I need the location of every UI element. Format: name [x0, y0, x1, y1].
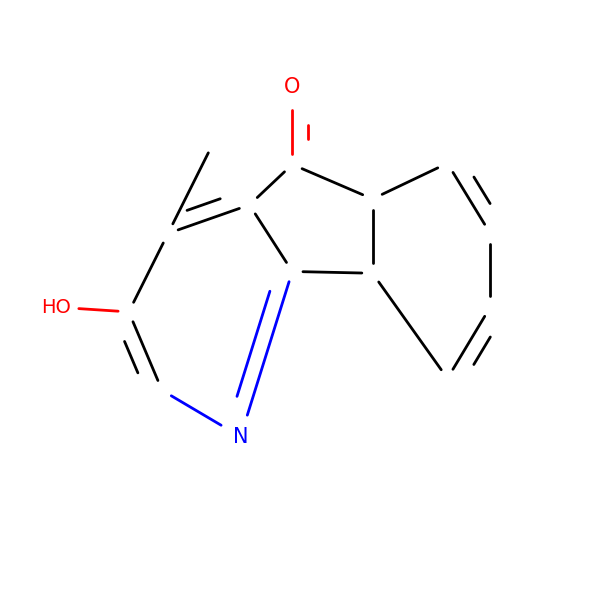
Text: N: N: [233, 427, 248, 447]
Text: O: O: [284, 77, 301, 97]
Text: HO: HO: [41, 298, 71, 317]
